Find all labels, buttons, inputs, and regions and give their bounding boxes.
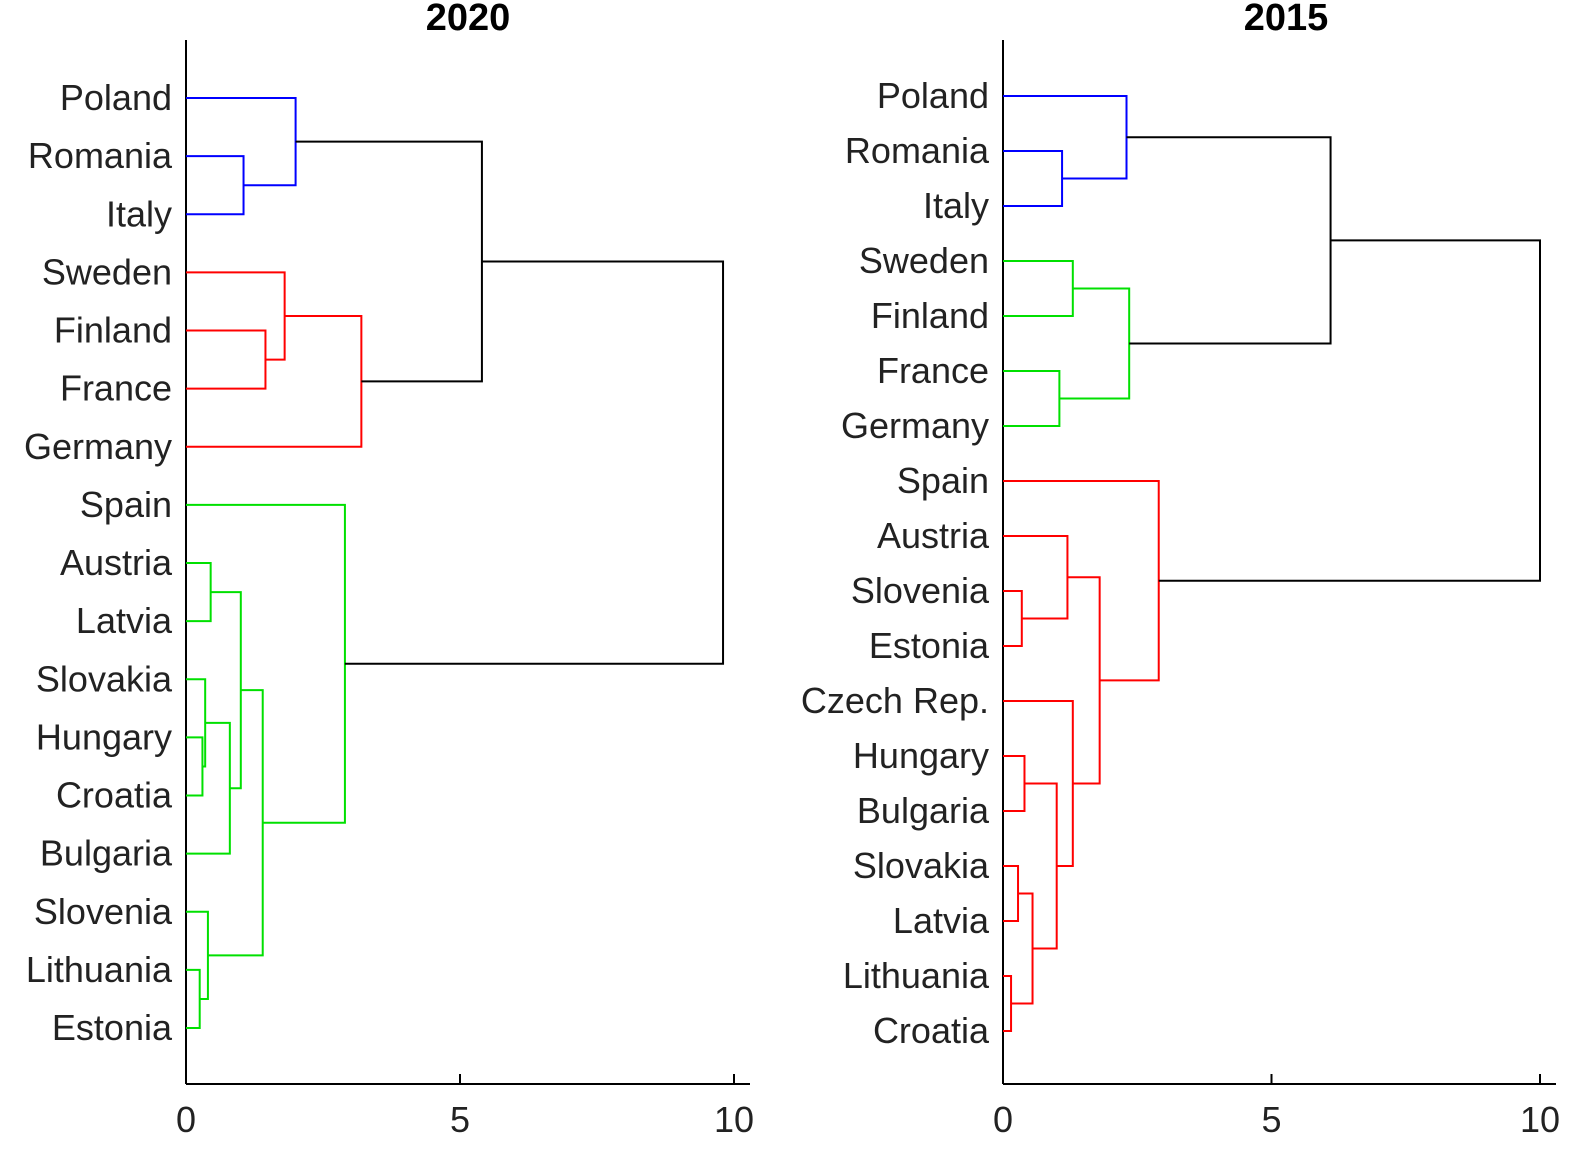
leaf-label: Latvia <box>76 600 173 641</box>
leaf-label: Germany <box>24 426 172 467</box>
dendrogram-link-1-3 <box>1003 370 1061 427</box>
leaf-label: Hungary <box>36 716 172 757</box>
dendrogram-link-1-15 <box>1003 480 1160 682</box>
leaf-label: Hungary <box>853 735 989 776</box>
dendrogram-link-0-3 <box>186 271 286 361</box>
dendrogram-link-1-5 <box>1126 136 1332 345</box>
dendrogram-link-0-7 <box>186 736 204 797</box>
leaf-label: Finland <box>54 310 172 351</box>
dendrogram-link-0-13 <box>207 689 264 957</box>
leaf-label: Slovakia <box>36 658 173 699</box>
dendrogram-link-0-6 <box>186 562 212 623</box>
leaf-label: Spain <box>80 484 172 525</box>
leaf-label: Bulgaria <box>40 833 173 874</box>
panel-title-1: 2015 <box>1244 0 1329 39</box>
leaf-label: Italy <box>923 185 989 226</box>
dendrogram-link-0-0 <box>186 155 245 216</box>
leaf-label: Sweden <box>42 251 172 292</box>
dendrogram-link-0-10 <box>210 591 242 790</box>
x-tick-label-1-0: 0 <box>993 1099 1013 1140</box>
leaf-label: France <box>877 350 989 391</box>
dendrogram-link-1-12 <box>1024 782 1058 950</box>
leaf-label: Croatia <box>873 1010 990 1051</box>
dendrogram-link-0-14 <box>186 503 346 824</box>
leaf-label: Poland <box>877 75 989 116</box>
dendrogram-link-1-11 <box>1011 892 1034 1005</box>
leaf-label: Austria <box>877 515 990 556</box>
dendrogram-link-0-5 <box>295 140 483 383</box>
leaf-label: Slovenia <box>34 891 173 932</box>
leaf-label: Romania <box>28 135 173 176</box>
dendrogram-link-1-10 <box>1003 975 1013 1032</box>
leaf-label: France <box>60 368 172 409</box>
dendrogram-link-0-4 <box>186 314 363 448</box>
x-tick-label-0-0: 0 <box>176 1099 196 1140</box>
dendrogram-link-1-4 <box>1059 287 1131 400</box>
leaf-label: Romania <box>845 130 990 171</box>
dendrogram-link-1-1 <box>1003 95 1128 180</box>
leaf-label: Estonia <box>52 1007 173 1048</box>
leaf-label: Bulgaria <box>857 790 990 831</box>
leaf-label: Finland <box>871 295 989 336</box>
dendrogram-link-1-8 <box>1003 755 1026 812</box>
dendrogram-link-1-16 <box>1158 239 1541 582</box>
dendrogram-link-1-9 <box>1003 865 1020 922</box>
leaf-label: Slovakia <box>853 845 990 886</box>
dendrogram-link-0-12 <box>186 910 209 1000</box>
x-tick-label-0-5: 5 <box>450 1099 470 1140</box>
dendrogram-link-0-2 <box>186 329 267 390</box>
x-tick-label-0-10: 10 <box>714 1099 754 1140</box>
dendrogram-link-1-2 <box>1003 260 1074 317</box>
leaf-label: Austria <box>60 542 173 583</box>
panel-title-0: 2020 <box>426 0 511 39</box>
dendrogram-link-1-6 <box>1003 590 1023 647</box>
dendrogram-link-1-7 <box>1003 535 1069 620</box>
dendrogram-link-0-9 <box>186 721 231 855</box>
leaf-label: Poland <box>60 77 172 118</box>
x-tick-label-1-10: 10 <box>1520 1099 1560 1140</box>
leaf-label: Latvia <box>893 900 990 941</box>
leaf-label: Lithuania <box>843 955 990 996</box>
dendrogram-link-0-15 <box>344 260 725 665</box>
leaf-label: Croatia <box>56 775 173 816</box>
leaf-label: Estonia <box>869 625 990 666</box>
leaf-label: Lithuania <box>26 949 173 990</box>
leaf-label: Spain <box>897 460 989 501</box>
dendrogram-link-1-0 <box>1003 150 1064 207</box>
leaf-label: Germany <box>841 405 989 446</box>
dendrogram-link-0-11 <box>186 968 201 1029</box>
leaf-label: Italy <box>106 193 172 234</box>
x-tick-label-1-5: 5 <box>1261 1099 1281 1140</box>
leaf-label: Czech Rep. <box>801 680 989 721</box>
leaf-label: Sweden <box>859 240 989 281</box>
leaf-label: Slovenia <box>851 570 990 611</box>
dendrogram-link-0-1 <box>186 97 297 187</box>
